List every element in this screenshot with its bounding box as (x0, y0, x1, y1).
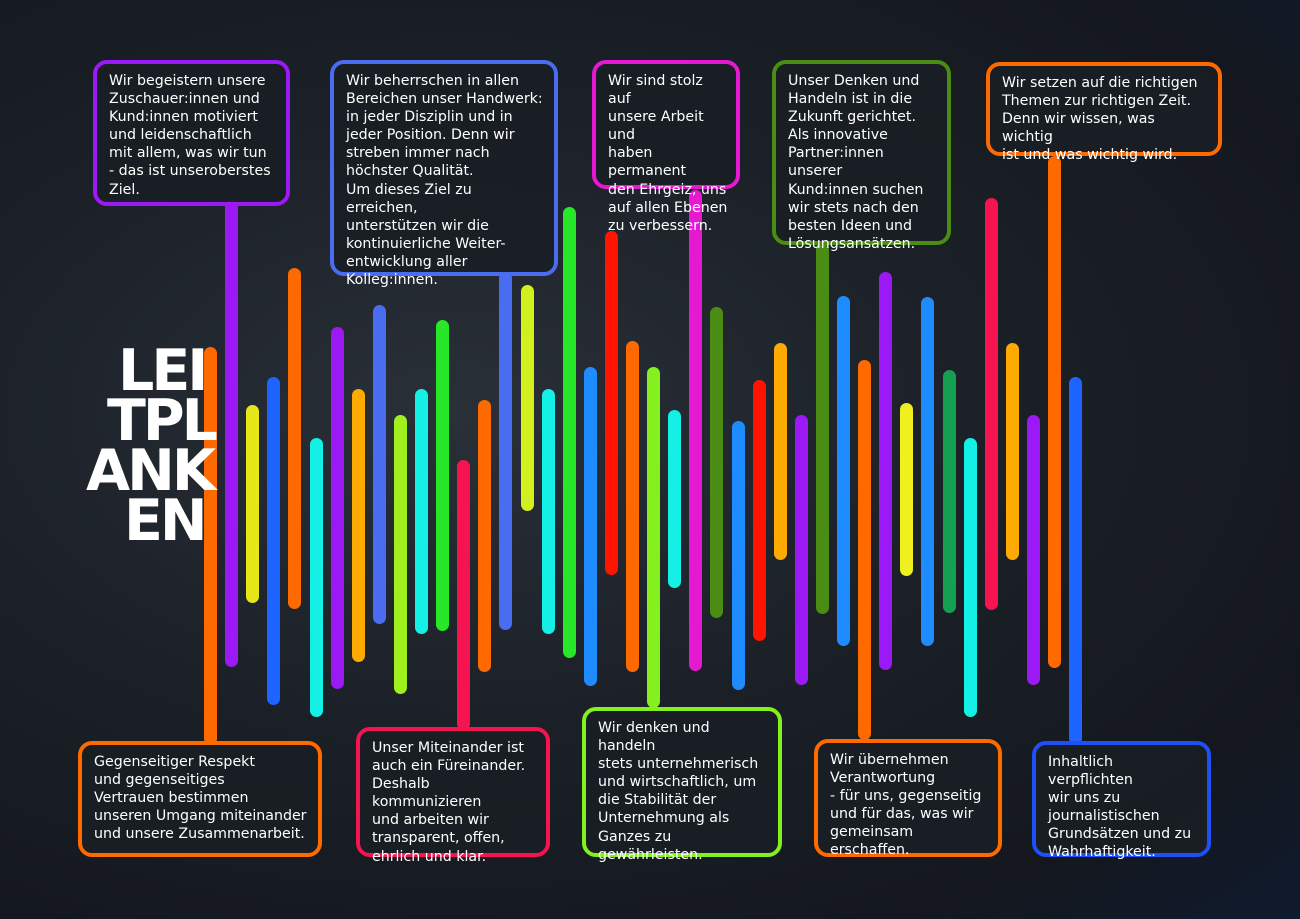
box-stolz: Wir sind stolz auf unsere Arbeit und hab… (592, 60, 740, 234)
bar-17 (542, 389, 555, 634)
connector-bar-journalistisch (1069, 377, 1082, 745)
bar-33 (879, 272, 892, 670)
connector-bar-zukunft (816, 243, 829, 614)
bar-40 (1027, 415, 1040, 685)
connector-bar-themen (1048, 156, 1061, 668)
connector-bar-zuschauer (225, 200, 238, 667)
title-line-3: ANK (86, 438, 216, 504)
bar-29 (795, 415, 808, 685)
bar-5 (288, 268, 301, 609)
bar-21 (626, 341, 639, 672)
box-respekt: Gegenseitiger Respekt und gegenseitiges … (78, 741, 322, 857)
box-handwerk: Wir beherrschen in allen Bereichen unser… (330, 60, 558, 288)
bar-39 (1006, 343, 1019, 560)
bar-23 (668, 410, 681, 588)
box-zukunft: Unser Denken und Handeln ist in die Zuku… (772, 60, 951, 252)
bar-9 (373, 305, 386, 624)
box-miteinander: Unser Miteinander ist auch ein Füreinand… (356, 727, 550, 865)
bar-3 (246, 405, 259, 603)
box-themen: Wir setzen auf die richtigen Themen zur … (986, 62, 1222, 163)
connector-bar-verantwortung (858, 360, 871, 740)
bar-11 (415, 389, 428, 634)
bar-36 (943, 370, 956, 613)
bar-28 (774, 343, 787, 560)
bar-26 (732, 421, 745, 690)
title-line-1: LEI (118, 338, 208, 404)
bar-20 (605, 231, 618, 575)
bar-31 (837, 296, 850, 646)
bar-7 (331, 327, 344, 689)
connector-bar-unternehmerisch (647, 367, 660, 708)
bar-12 (436, 320, 449, 631)
bar-10 (394, 415, 407, 694)
title-line-2: TPL (107, 388, 218, 454)
connector-bar-handwerk (499, 272, 512, 630)
connector-bar-stolz (689, 190, 702, 671)
box-zuschauer: Wir begeistern unsere Zuschauer:innen un… (93, 60, 290, 206)
bar-37 (964, 438, 977, 717)
connector-bar-miteinander (457, 460, 470, 730)
connector-bar-respekt (204, 347, 217, 745)
bar-14 (478, 400, 491, 672)
bar-25 (710, 307, 723, 618)
bar-6 (310, 438, 323, 717)
box-unternehmerisch: Wir denken und handeln stets unternehmer… (582, 707, 782, 863)
bar-16 (521, 285, 534, 511)
box-verantwortung: Wir übernehmen Verantwortung - für uns, … (814, 739, 1002, 858)
bar-4 (267, 377, 280, 705)
bar-34 (900, 403, 913, 576)
bar-35 (921, 297, 934, 646)
bar-19 (584, 367, 597, 686)
bar-27 (753, 380, 766, 641)
bar-38 (985, 198, 998, 610)
title-line-4: EN (124, 488, 208, 554)
bar-8 (352, 389, 365, 662)
box-journalistisch: Inhaltlich verpflichten wir uns zu journ… (1032, 741, 1211, 860)
bar-18 (563, 207, 576, 658)
